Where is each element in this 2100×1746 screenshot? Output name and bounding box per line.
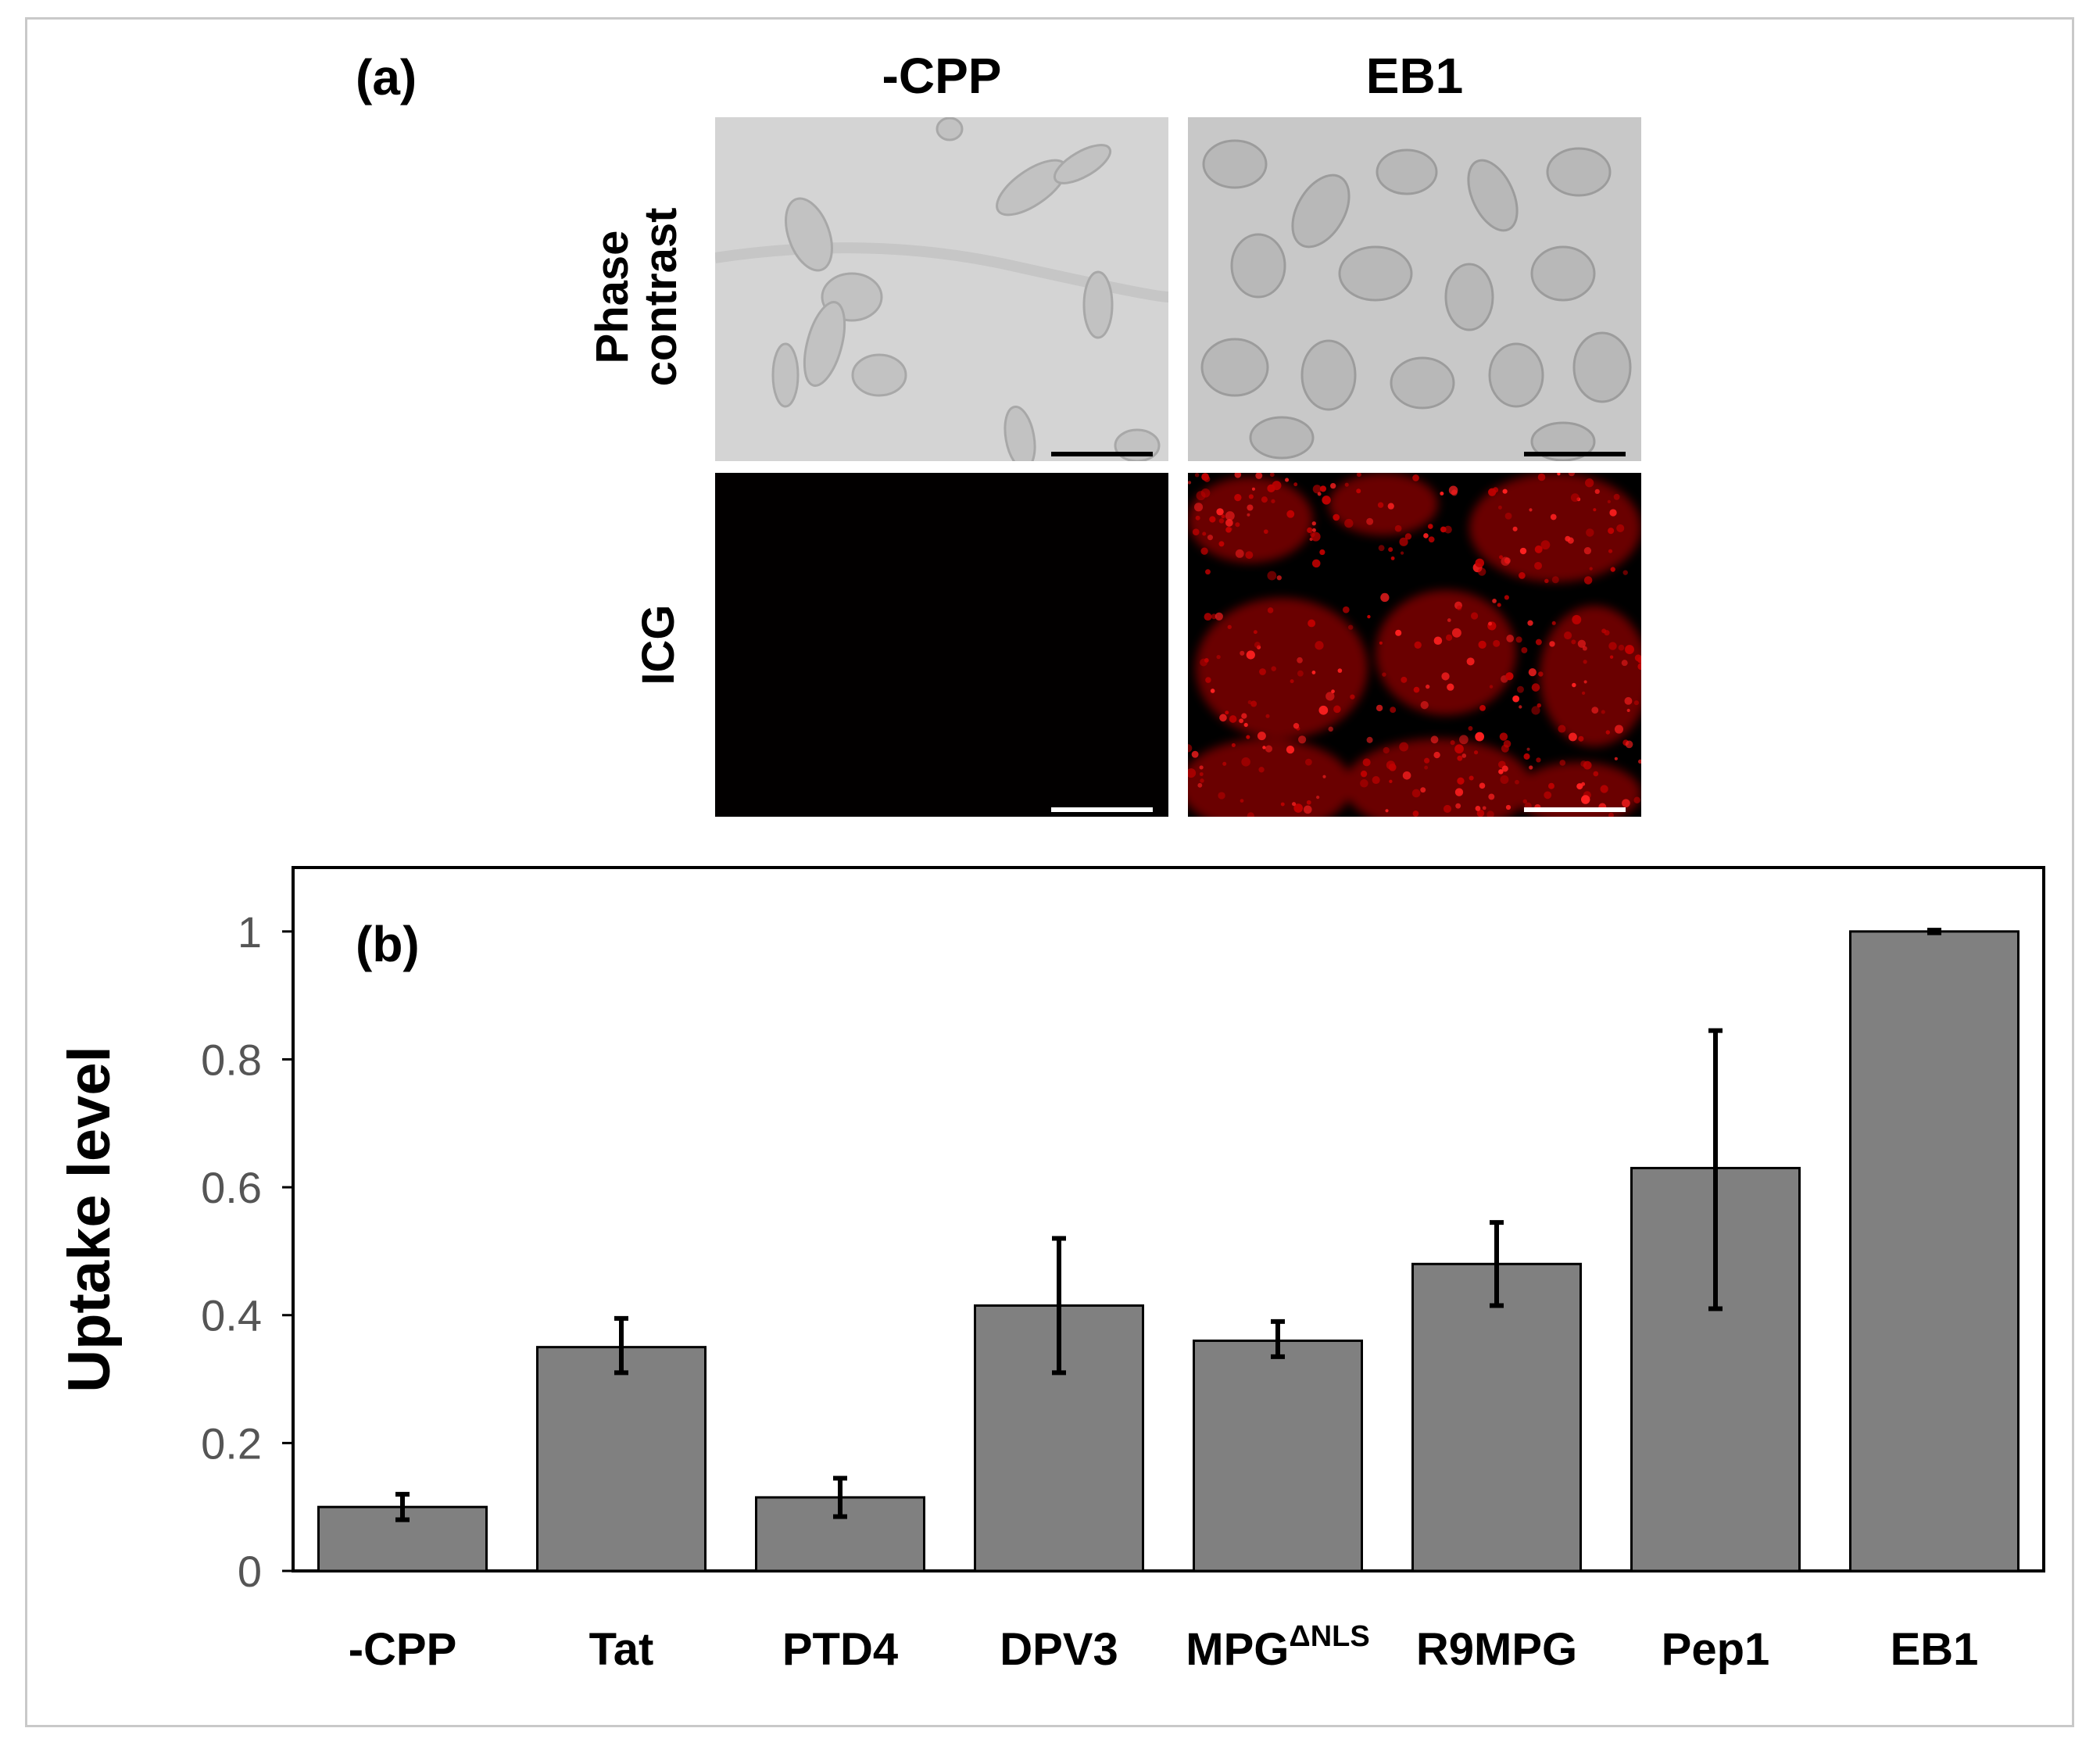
- plot-area: [292, 866, 2045, 1572]
- x-tick-label: PTD4: [782, 1624, 898, 1675]
- bar-r9mpg: [1411, 1262, 1582, 1572]
- y-axis-title: Uptake level: [56, 1046, 123, 1393]
- icg-signal-eb1: [1188, 473, 1641, 817]
- x-tick-label: R9MPG: [1416, 1624, 1577, 1675]
- scale-bar-phase-eb1: [1524, 452, 1626, 456]
- x-tick-label: -CPP: [349, 1624, 457, 1675]
- y-axis: 0 0.2 0.4 0.6 0.8 1: [201, 907, 293, 1596]
- scale-bar-icg-eb1: [1524, 807, 1626, 812]
- bar-mpg: [1193, 1339, 1363, 1572]
- panel-a-label: (a): [356, 49, 417, 106]
- phase-cells-no-cpp: [715, 117, 1168, 461]
- micrograph-phase-eb1: [1188, 117, 1641, 461]
- bars: [317, 928, 2020, 1572]
- bar-tat: [536, 1346, 707, 1572]
- micrograph-icg-eb1: [1188, 473, 1641, 817]
- x-axis-labels: -CPP Tat PTD4 DPV3 MPGΔNLS R9MPG Pep1 EB1: [349, 1620, 1979, 1675]
- panel-b-label: (b): [356, 916, 420, 972]
- bar-eb1: [1849, 930, 2020, 1572]
- scale-bar-icg-no-cpp: [1051, 807, 1153, 812]
- x-tick-label: MPGΔNLS: [1186, 1620, 1369, 1675]
- column-header-no-cpp: -CPP: [882, 48, 1002, 104]
- scale-bar-phase-no-cpp: [1051, 452, 1153, 456]
- column-header-eb1: EB1: [1365, 48, 1464, 104]
- x-tick-label: Pep1: [1662, 1624, 1770, 1675]
- phase-cells-eb1: [1188, 117, 1641, 461]
- y-tick-label: 0.8: [201, 1035, 262, 1084]
- y-tick-label: 0.2: [201, 1419, 262, 1468]
- y-tick-label: 0: [238, 1547, 262, 1596]
- y-tick-label: 0.4: [201, 1291, 262, 1340]
- y-tick-label: 1: [238, 907, 262, 957]
- x-tick-label: DPV3: [1000, 1624, 1118, 1675]
- icg-signal-no-cpp: [715, 473, 1168, 817]
- x-tick-label: Tat: [589, 1624, 654, 1675]
- y-tick-label: 0.6: [201, 1163, 262, 1212]
- micrograph-icg-no-cpp: [715, 473, 1168, 817]
- x-tick-label: EB1: [1891, 1624, 1979, 1675]
- micrograph-phase-no-cpp: [715, 117, 1168, 461]
